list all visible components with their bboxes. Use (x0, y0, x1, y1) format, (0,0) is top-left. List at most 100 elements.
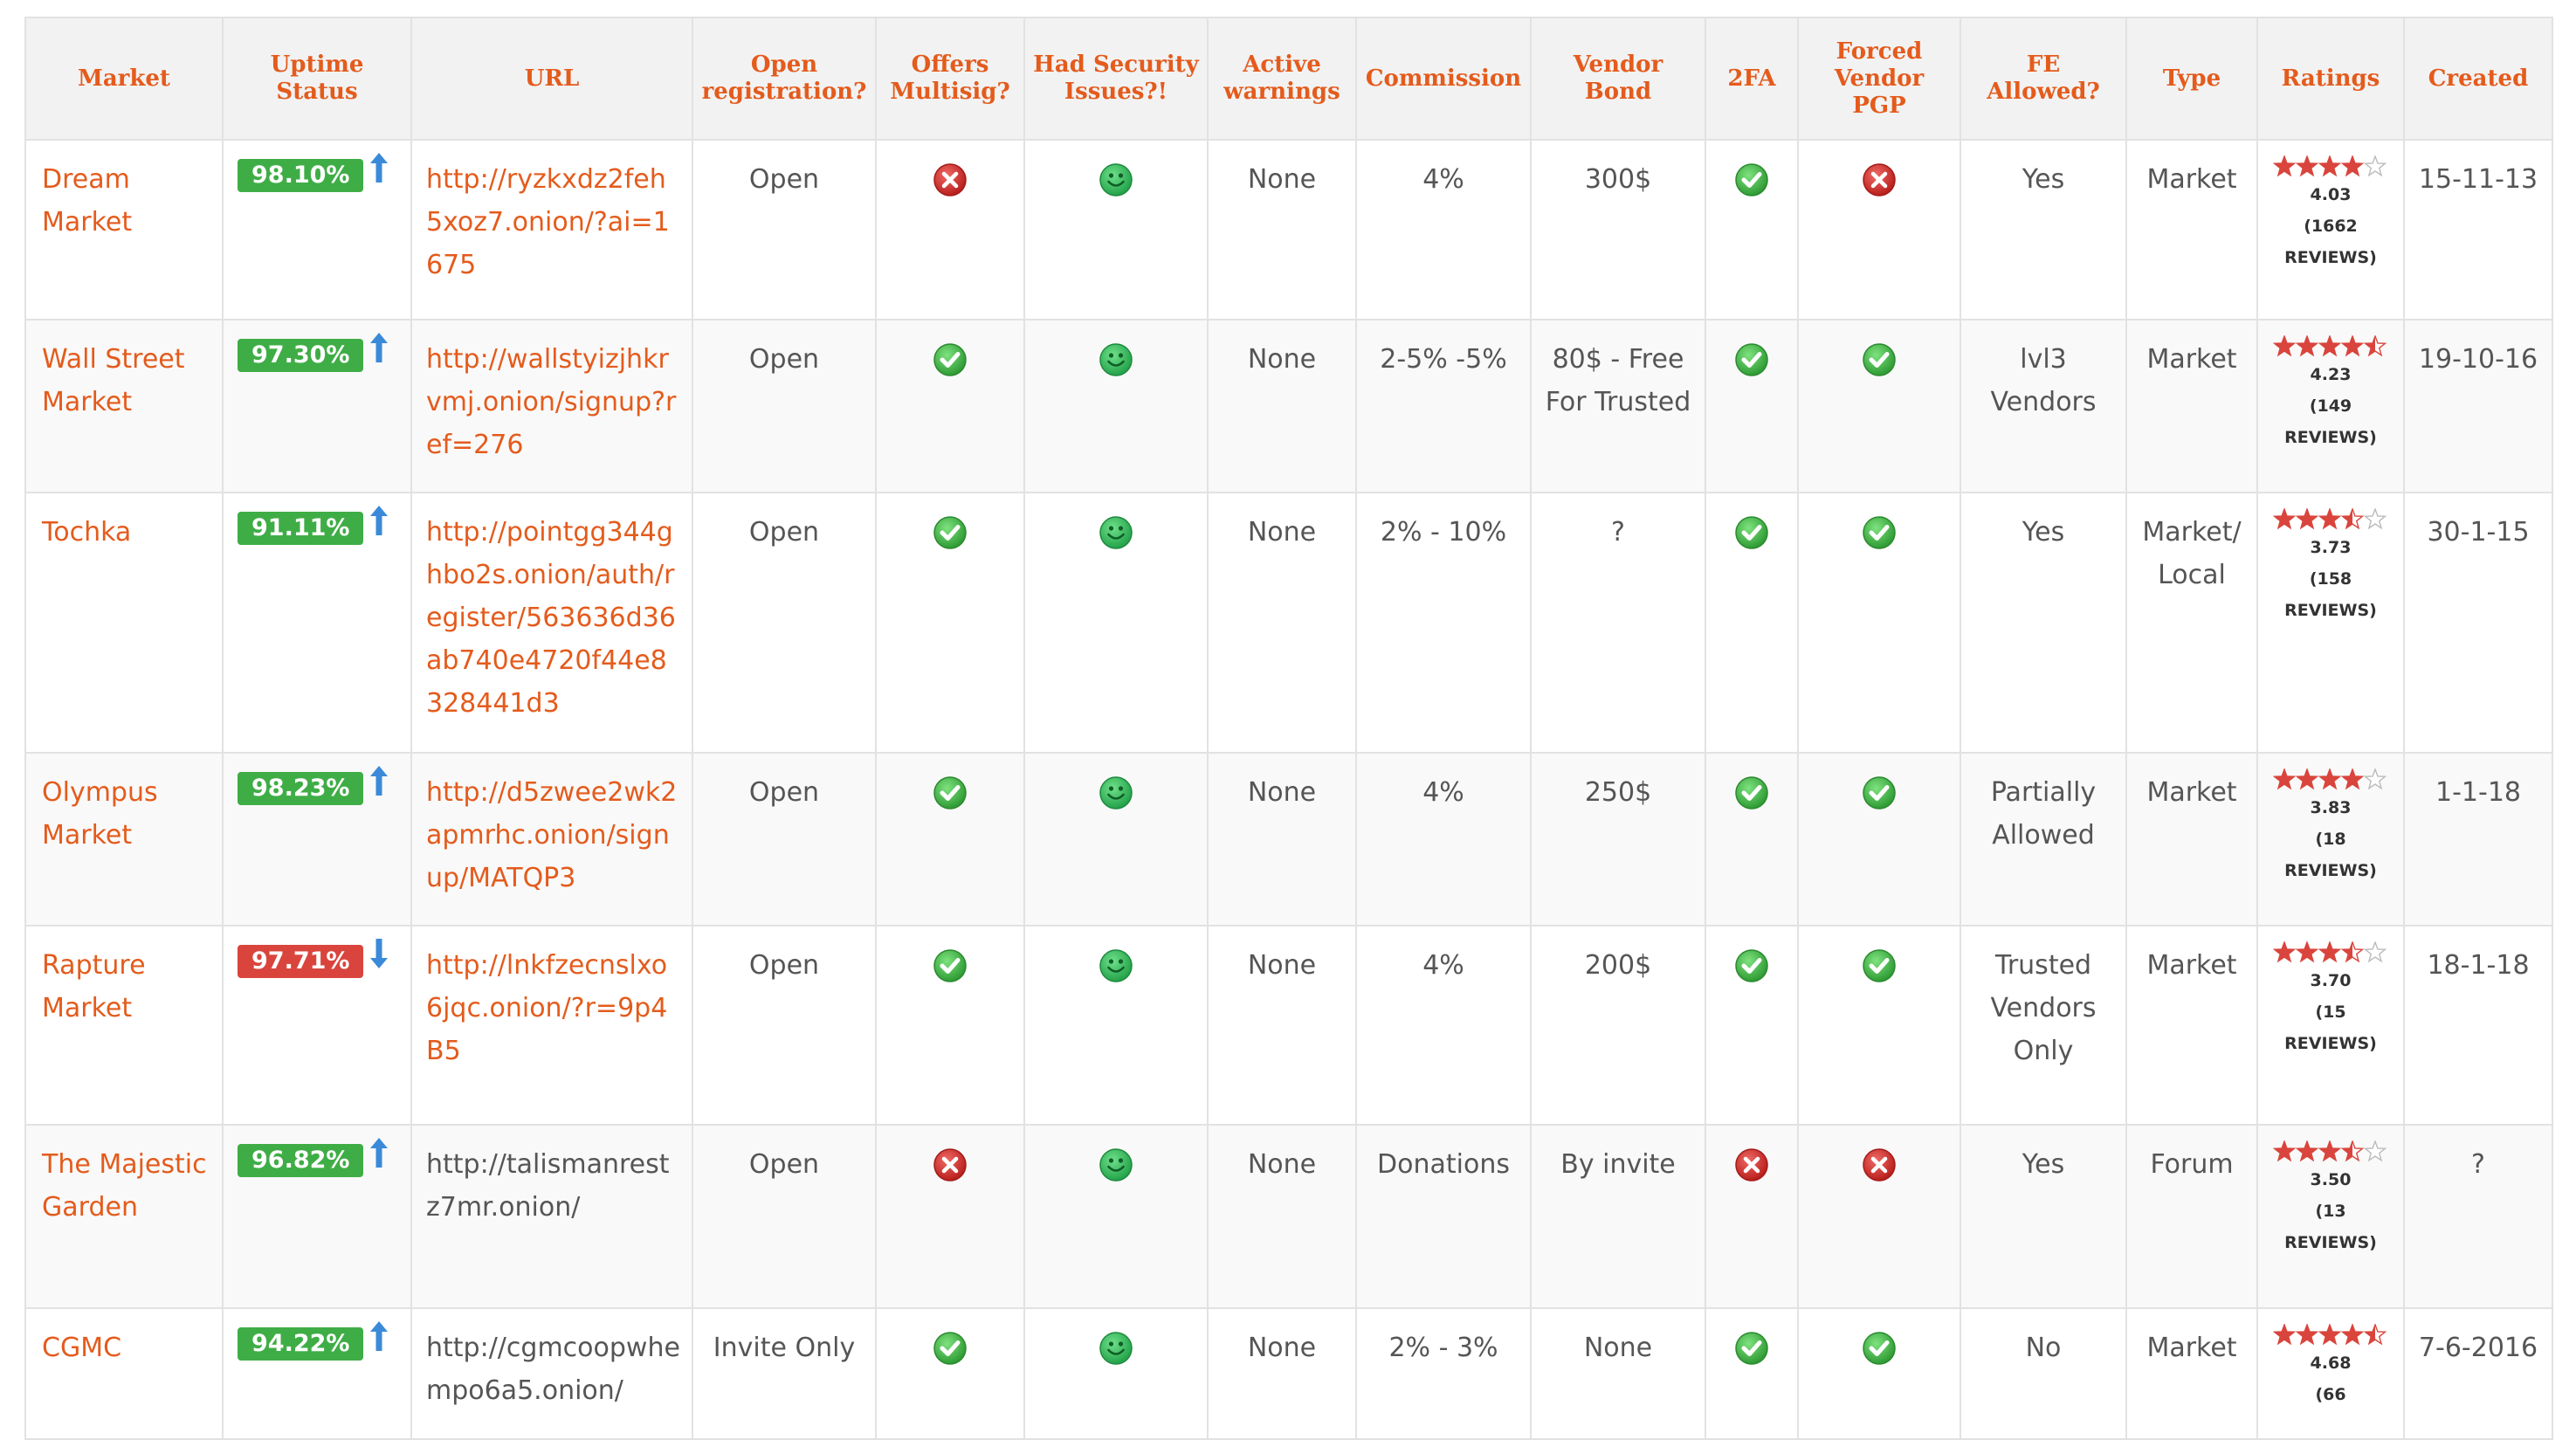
market-name-link[interactable]: Rapture Market (42, 950, 146, 1023)
market-name-link[interactable]: Dream Market (42, 164, 133, 238)
active-warnings-cell: None (1207, 1307, 1357, 1440)
header-type[interactable]: Type (2125, 17, 2258, 141)
market-name-cell[interactable]: Dream Market (24, 139, 224, 320)
header-uptime[interactable]: Uptime Status (222, 17, 412, 141)
header-forced-vendor-pgp[interactable]: Forced Vendor PGP (1797, 17, 1961, 141)
rating-value: 4.03 (2310, 185, 2352, 204)
url-cell[interactable]: http://lnkfzecnslxo6jqc.onion/?r=9p4B5 (410, 925, 693, 1126)
ratings-cell: 3.70 (15 REVIEWS) (2256, 925, 2405, 1126)
table-row: CGMC 94.22% http://cgmcoopwhempo6a5.onio… (24, 1307, 2553, 1440)
header-created[interactable]: Created (2403, 17, 2553, 141)
security-smiley-icon (1099, 1148, 1133, 1182)
type-cell: Market (2125, 925, 2258, 1126)
header-fe-allowed[interactable]: FE Allowed? (1960, 17, 2127, 141)
rating-value: 3.83 (2310, 798, 2352, 817)
header-active-warnings[interactable]: Active warnings (1207, 17, 1357, 141)
pgp-check-icon (1863, 343, 1896, 376)
rating-stars-icon (2272, 767, 2387, 789)
header-row: Market Uptime Status URL Open registrati… (24, 17, 2553, 141)
market-name-link[interactable]: The Majestic Garden (42, 1149, 207, 1223)
ratings-cell: 3.50 (13 REVIEWS) (2256, 1124, 2405, 1309)
forced-pgp-cell (1797, 1124, 1961, 1309)
twofa-cell (1705, 139, 1799, 320)
fe-allowed-cell: No (1960, 1307, 2127, 1440)
table-row: Tochka 91.11% http://pointgg344ghbo2s.on… (24, 492, 2553, 754)
created-cell: 7-6-2016 (2403, 1307, 2553, 1440)
ratings-cell: 4.03 (1662 REVIEWS) (2256, 139, 2405, 320)
twofa-check-icon (1735, 1332, 1768, 1365)
rating-stars-icon (2272, 1322, 2387, 1345)
type-cell: Market/ Local (2125, 492, 2258, 754)
header-vendor-bond[interactable]: Vendor Bond (1530, 17, 1706, 141)
commission-cell: 4% (1355, 752, 1532, 927)
market-name-cell[interactable]: Olympus Market (24, 752, 224, 927)
multisig-check-icon (933, 1332, 967, 1365)
open-registration-cell: Open (692, 492, 877, 754)
vendor-bond-cell: None (1530, 1307, 1706, 1440)
market-url-link[interactable]: http://lnkfzecnslxo6jqc.onion/?r=9p4B5 (426, 950, 668, 1066)
rating-stars (2269, 506, 2393, 532)
twofa-check-icon (1735, 163, 1768, 196)
ratings-cell: 3.83 (18 REVIEWS) (2256, 752, 2405, 927)
header-2fa[interactable]: 2FA (1705, 17, 1799, 141)
uptime-cell: 98.10% (222, 139, 412, 320)
market-name-link[interactable]: Wall Street Market (42, 344, 185, 417)
url-cell[interactable]: http://d5zwee2wk2apmrhc.onion/signup/MAT… (410, 752, 693, 927)
fe-allowed-cell: Yes (1960, 492, 2127, 754)
header-open-registration[interactable]: Open registration? (692, 17, 877, 141)
market-name-cell[interactable]: The Majestic Garden (24, 1124, 224, 1309)
twofa-check-icon (1735, 343, 1768, 376)
ratings-cell: 3.73 (158 REVIEWS) (2256, 492, 2405, 754)
created-cell: 18-1-18 (2403, 925, 2553, 1126)
market-url-link[interactable]: http://ryzkxdz2feh5xoz7.onion/?ai=1675 (426, 164, 670, 280)
header-commission[interactable]: Commission (1355, 17, 1532, 141)
fe-allowed-cell: Partially Allowed (1960, 752, 2127, 927)
rating-review-count: (15 (2315, 1002, 2346, 1022)
market-name-link[interactable]: Tochka (42, 517, 132, 548)
header-security-issues[interactable]: Had Security Issues?! (1023, 17, 1209, 141)
url-cell[interactable]: http://ryzkxdz2feh5xoz7.onion/?ai=1675 (410, 139, 693, 320)
markets-table: Market Uptime Status URL Open registrati… (24, 17, 2553, 1440)
rating-review-count: (1662 (2304, 217, 2358, 236)
url-cell[interactable]: http://pointgg344ghbo2s.onion/auth/regis… (410, 492, 693, 754)
market-name-link[interactable]: Olympus Market (42, 777, 158, 851)
url-cell: http://talismanrestz7mr.onion/ (410, 1124, 693, 1309)
market-name-cell[interactable]: CGMC (24, 1307, 224, 1440)
markets-table-container: Market Uptime Status URL Open registrati… (24, 17, 2553, 1440)
open-registration-cell: Open (692, 925, 877, 1126)
security-issues-cell (1023, 1307, 1209, 1440)
market-url-text: http://cgmcoopwhempo6a5.onion/ (426, 1333, 680, 1406)
market-name-cell[interactable]: Tochka (24, 492, 224, 754)
twofa-cell (1705, 492, 1799, 754)
uptime-cell: 94.22% (222, 1307, 412, 1440)
market-url-link[interactable]: http://wallstyizjhkrvmj.onion/signup?ref… (426, 344, 677, 460)
forced-pgp-cell (1797, 1307, 1961, 1440)
market-name-link[interactable]: CGMC (42, 1333, 122, 1363)
trend-up-arrow-icon (370, 506, 389, 535)
active-warnings-cell: None (1207, 752, 1357, 927)
pgp-check-icon (1863, 516, 1896, 549)
rating-review-count: (66 (2315, 1385, 2346, 1404)
market-name-cell[interactable]: Rapture Market (24, 925, 224, 1126)
header-ratings[interactable]: Ratings (2256, 17, 2405, 141)
rating-stars-icon (2272, 940, 2387, 962)
market-name-cell[interactable]: Wall Street Market (24, 319, 224, 493)
pgp-cross-icon (1863, 1148, 1896, 1182)
rating-stars (2269, 1138, 2393, 1164)
header-url[interactable]: URL (410, 17, 693, 141)
twofa-cross-icon (1735, 1148, 1768, 1182)
type-cell: Market (2125, 752, 2258, 927)
created-cell: 30-1-15 (2403, 492, 2553, 754)
security-smiley-icon (1099, 516, 1133, 549)
url-cell[interactable]: http://wallstyizjhkrvmj.onion/signup?ref… (410, 319, 693, 493)
market-url-link[interactable]: http://pointgg344ghbo2s.onion/auth/regis… (426, 517, 676, 719)
rating-review-count: (13 (2315, 1202, 2346, 1221)
twofa-cell (1705, 319, 1799, 493)
header-market[interactable]: Market (24, 17, 224, 141)
security-smiley-icon (1099, 343, 1133, 376)
trend-up-arrow-icon (370, 1138, 389, 1168)
created-cell: 15-11-13 (2403, 139, 2553, 320)
twofa-check-icon (1735, 516, 1768, 549)
market-url-link[interactable]: http://d5zwee2wk2apmrhc.onion/signup/MAT… (426, 777, 678, 893)
header-multisig[interactable]: Offers Multisig? (875, 17, 1025, 141)
